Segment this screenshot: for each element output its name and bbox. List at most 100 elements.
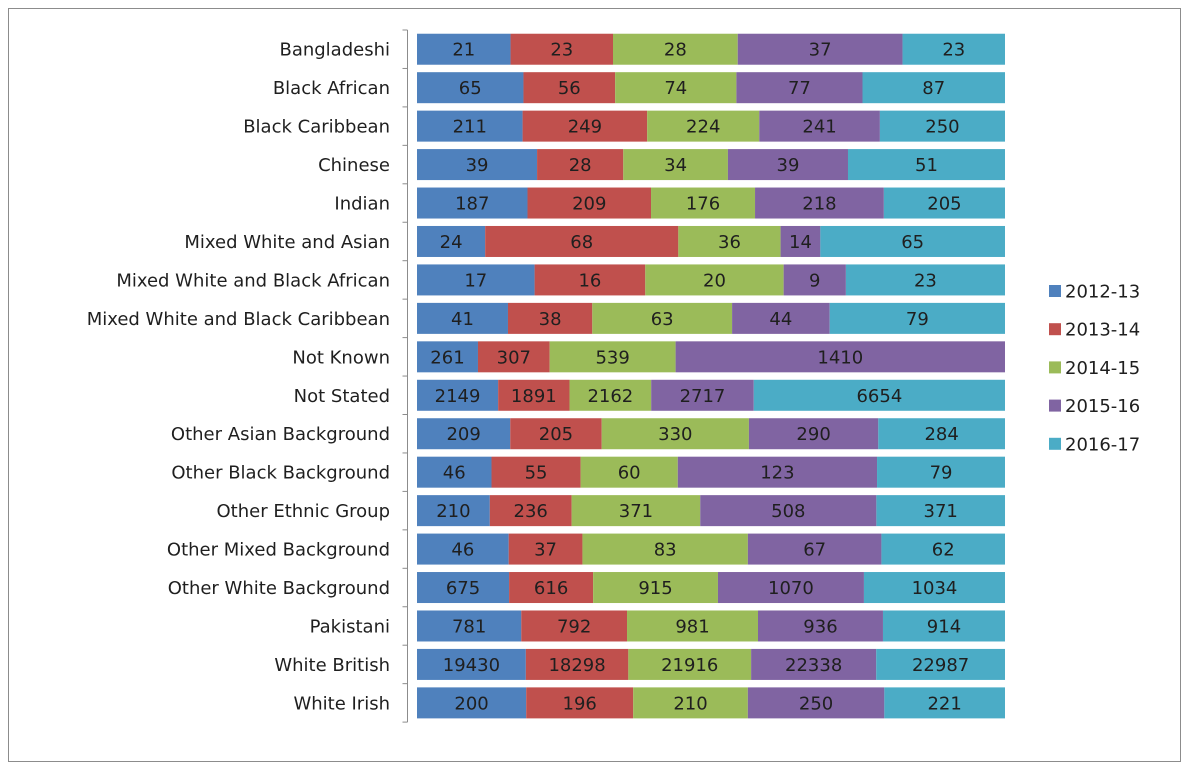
data-label: 74	[664, 78, 687, 99]
data-label: 23	[942, 40, 965, 61]
data-label: 21916	[661, 655, 718, 676]
bar-segment	[580, 456, 678, 488]
data-label: 37	[534, 540, 557, 561]
data-label: 41	[451, 309, 474, 330]
bar-segment	[820, 225, 1005, 257]
data-label: 39	[777, 155, 800, 176]
data-label: 205	[927, 194, 961, 215]
bar-segment	[780, 225, 821, 257]
data-label: 24	[440, 232, 463, 253]
bar-segment	[753, 379, 1005, 411]
category-axis	[402, 29, 408, 723]
bar-segment	[522, 110, 648, 142]
data-label: 539	[595, 347, 629, 368]
bar-segment	[417, 572, 510, 604]
data-label: 51	[915, 155, 938, 176]
category-label: Mixed White and Black African	[116, 270, 390, 291]
legend-label: 2014-15	[1065, 358, 1140, 379]
bar-segment	[417, 456, 492, 488]
bar-segment	[633, 687, 748, 719]
bar-segment	[678, 225, 781, 257]
category-label: Other White Background	[168, 578, 390, 599]
data-label: 209	[446, 424, 480, 445]
data-label: 290	[796, 424, 830, 445]
legend: 2012-13 2013-14 2014-15 2015-16 2016-17	[1049, 282, 1140, 455]
bar-segment	[509, 572, 594, 604]
data-label: 249	[568, 117, 602, 138]
category-label: White British	[274, 655, 390, 676]
data-label: 218	[802, 194, 836, 215]
bar-segment	[615, 72, 737, 104]
bar-segment	[883, 187, 1005, 219]
bar-segment	[881, 533, 1005, 565]
legend-label: 2012-13	[1065, 282, 1140, 303]
legend-label: 2013-14	[1065, 320, 1140, 341]
bar-segment	[613, 33, 738, 65]
bar-segment	[537, 149, 624, 181]
bar-segment	[829, 302, 1005, 334]
data-label: 55	[525, 463, 548, 484]
data-label: 221	[927, 693, 961, 714]
category-label: Bangladeshi	[279, 40, 390, 61]
bar-segment	[417, 225, 486, 257]
data-label: 65	[459, 78, 482, 99]
data-label: 79	[906, 309, 929, 330]
bar-segment	[700, 495, 877, 527]
data-label: 28	[569, 155, 592, 176]
data-label: 9	[809, 270, 820, 291]
bar-segment	[417, 264, 535, 296]
bar-segment	[417, 687, 527, 719]
data-label: 38	[539, 309, 562, 330]
bar-segment	[510, 33, 613, 65]
legend-swatch	[1049, 323, 1061, 336]
data-label: 68	[570, 232, 593, 253]
bar-segment	[582, 533, 748, 565]
bar-segment	[748, 418, 879, 450]
data-label: 914	[927, 616, 961, 637]
bar-segment	[879, 110, 1005, 142]
bar-segment	[485, 225, 679, 257]
category-label: Mixed White and Asian	[184, 232, 390, 253]
bar-segment	[651, 187, 756, 219]
data-label: 123	[760, 463, 794, 484]
data-label: 241	[802, 117, 836, 138]
bar-segment	[417, 187, 528, 219]
data-label: 792	[557, 616, 591, 637]
bar-segment	[417, 72, 524, 104]
bar-segment	[571, 495, 701, 527]
data-label: 22338	[785, 655, 842, 676]
data-label: 16	[578, 270, 601, 291]
category-label: Not Known	[292, 347, 390, 368]
data-label: 200	[454, 693, 488, 714]
data-label: 284	[924, 424, 958, 445]
data-label: 67	[803, 540, 826, 561]
data-label: 307	[497, 347, 531, 368]
bars-layer	[417, 33, 1006, 719]
bar-segment	[623, 149, 728, 181]
bar-segment	[755, 187, 884, 219]
bar-segment	[647, 110, 760, 142]
data-label: 1891	[511, 386, 557, 407]
data-label: 261	[430, 347, 464, 368]
data-label: 23	[914, 270, 937, 291]
data-label: 44	[769, 309, 792, 330]
data-label: 224	[686, 117, 720, 138]
bar-segment	[727, 149, 848, 181]
data-label: 1410	[817, 347, 863, 368]
data-label: 187	[455, 194, 489, 215]
bar-segment	[677, 456, 878, 488]
bar-segment	[417, 110, 523, 142]
bar-segment	[884, 687, 1005, 719]
bar-segment	[751, 648, 877, 680]
category-label: Indian	[334, 194, 390, 215]
data-label: 1034	[912, 578, 958, 599]
data-label: 209	[572, 194, 606, 215]
bar-segment	[508, 533, 583, 565]
data-label: 508	[771, 501, 805, 522]
bar-segment	[732, 302, 830, 334]
bar-segment	[417, 533, 509, 565]
bar-segment	[417, 33, 511, 65]
data-label: 65	[901, 232, 924, 253]
bar-segment	[477, 341, 550, 373]
